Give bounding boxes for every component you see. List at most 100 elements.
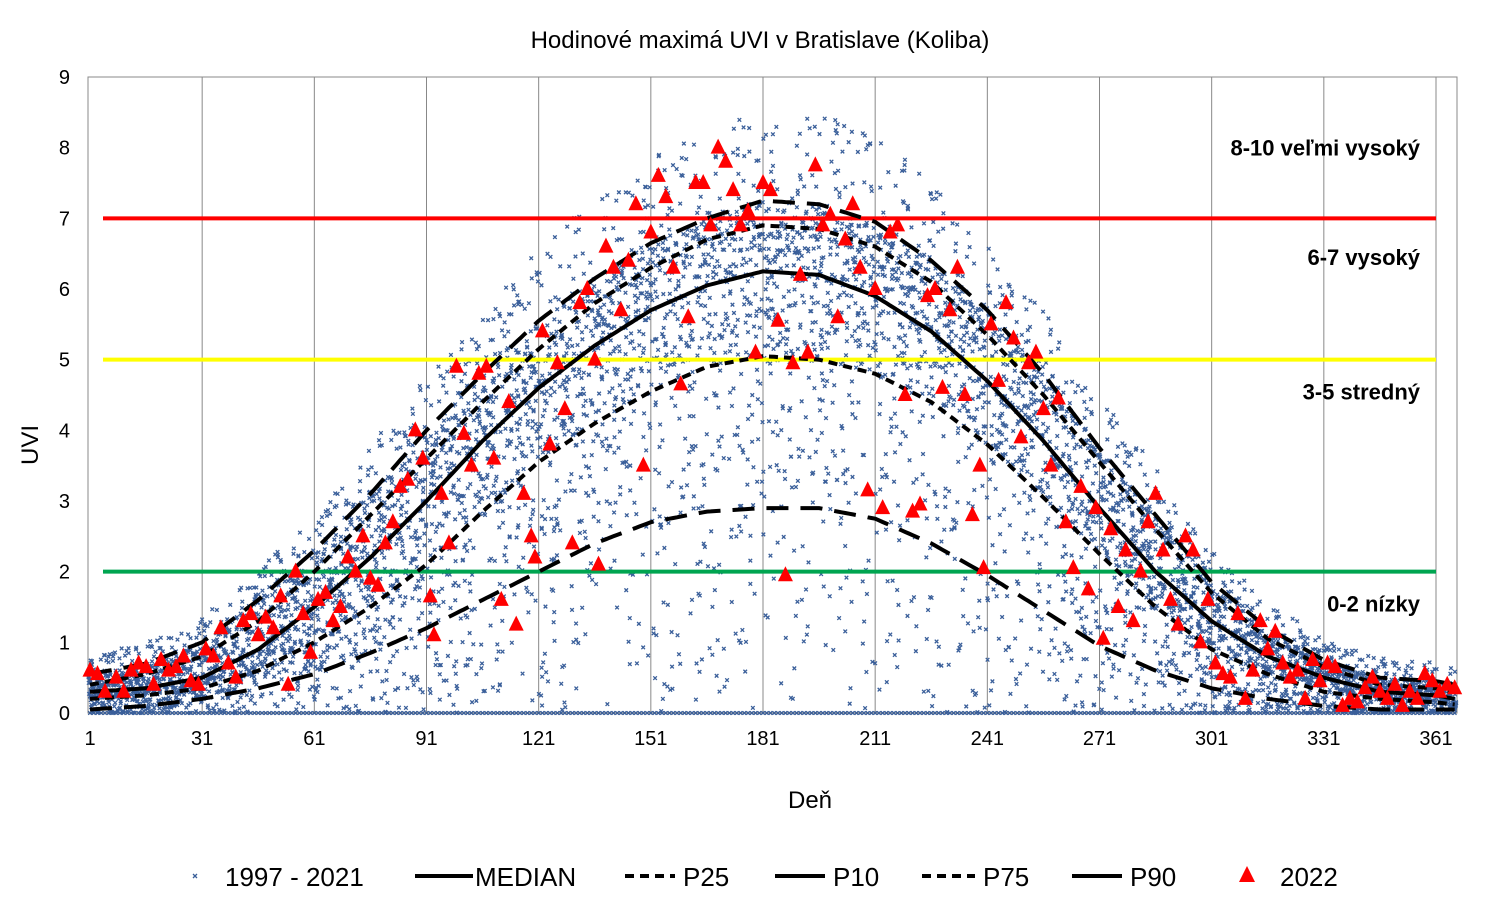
- data-point-1997-2021: [180, 632, 184, 636]
- data-point-1997-2021: [390, 481, 394, 485]
- data-point-1997-2021: [671, 163, 675, 167]
- data-point-1997-2021: [270, 573, 274, 577]
- data-point-1997-2021: [329, 500, 333, 504]
- data-point-1997-2021: [594, 582, 598, 586]
- data-point-1997-2021: [495, 658, 499, 662]
- data-point-1997-2021: [468, 631, 472, 635]
- data-point-1997-2021: [602, 303, 606, 307]
- data-point-1997-2021: [602, 227, 606, 231]
- data-point-1997-2021: [215, 608, 219, 612]
- data-point-1997-2021: [568, 338, 572, 342]
- data-point-1997-2021: [641, 646, 645, 650]
- data-point-1997-2021: [512, 304, 516, 308]
- data-point-1997-2021: [720, 322, 724, 326]
- data-point-1997-2021: [809, 235, 813, 239]
- data-point-1997-2021: [795, 205, 799, 209]
- data-point-1997-2021: [746, 458, 750, 462]
- data-point-1997-2021: [967, 501, 971, 505]
- data-point-1997-2021: [717, 439, 721, 443]
- data-point-1997-2021: [1003, 550, 1007, 554]
- data-point-1997-2021: [771, 132, 775, 136]
- data-point-1997-2021: [725, 678, 729, 682]
- data-point-1997-2021: [534, 599, 538, 603]
- data-point-1997-2021: [727, 457, 731, 461]
- data-point-1997-2021: [1037, 650, 1041, 654]
- data-point-1997-2021: [1039, 380, 1043, 384]
- data-point-1997-2021: [494, 396, 498, 400]
- data-point-1997-2021: [862, 326, 866, 330]
- data-point-1997-2021: [687, 450, 691, 454]
- data-point-1997-2021: [800, 254, 804, 258]
- data-point-1997-2021: [621, 390, 625, 394]
- data-point-1997-2021: [909, 364, 913, 368]
- data-point-1997-2021: [550, 517, 554, 521]
- data-point-1997-2021: [902, 302, 906, 306]
- data-point-1997-2021: [466, 486, 470, 490]
- data-point-1997-2021: [714, 172, 718, 176]
- data-point-1997-2021: [959, 338, 963, 342]
- data-point-1997-2021: [453, 598, 457, 602]
- data-point-1997-2021: [965, 255, 969, 259]
- data-point-1997-2021: [769, 554, 773, 558]
- data-point-1997-2021: [382, 556, 386, 560]
- data-point-1997-2021: [592, 515, 596, 519]
- data-point-1997-2021: [478, 422, 482, 426]
- data-point-1997-2021: [990, 424, 994, 428]
- data-point-1997-2021: [1055, 418, 1059, 422]
- data-point-1997-2021: [903, 163, 907, 167]
- data-point-1997-2021: [631, 194, 635, 198]
- data-point-1997-2021: [828, 238, 832, 242]
- data-point-1997-2021: [938, 365, 942, 369]
- data-point-1997-2021: [953, 557, 957, 561]
- data-point-1997-2021: [212, 639, 216, 643]
- data-point-1997-2021: [207, 667, 211, 671]
- data-point-1997-2021: [744, 321, 748, 325]
- data-point-1997-2021: [850, 294, 854, 298]
- data-point-1997-2021: [728, 243, 732, 247]
- data-point-1997-2021: [670, 630, 674, 634]
- data-point-1997-2021: [638, 258, 642, 262]
- data-point-1997-2021: [698, 346, 702, 350]
- data-point-1997-2021: [930, 376, 934, 380]
- data-point-1997-2021: [781, 309, 785, 313]
- data-point-1997-2021: [819, 342, 823, 346]
- data-point-1997-2021: [885, 680, 889, 684]
- data-point-1997-2021: [750, 246, 754, 250]
- data-point-1997-2021: [971, 350, 975, 354]
- data-point-1997-2021: [334, 533, 338, 537]
- data-point-1997-2021: [921, 414, 925, 418]
- data-point-1997-2021: [489, 624, 493, 628]
- data-point-1997-2021: [1048, 678, 1052, 682]
- data-point-1997-2021: [1001, 362, 1005, 366]
- data-point-1997-2021: [717, 227, 721, 231]
- data-point-1997-2021: [682, 275, 686, 279]
- data-point-1997-2021: [240, 600, 244, 604]
- data-point-1997-2021: [934, 318, 938, 322]
- data-point-1997-2021: [662, 326, 666, 330]
- data-point-1997-2021: [850, 246, 854, 250]
- data-point-1997-2021: [769, 372, 773, 376]
- data-point-1997-2021: [512, 288, 516, 292]
- data-point-1997-2021: [506, 439, 510, 443]
- data-point-1997-2021: [1026, 512, 1030, 516]
- data-point-1997-2021: [915, 477, 919, 481]
- data-point-1997-2021: [358, 479, 362, 483]
- data-point-1997-2021: [440, 424, 444, 428]
- data-point-1997-2021: [942, 434, 946, 438]
- data-point-1997-2021: [294, 708, 298, 712]
- data-point-1997-2021: [479, 643, 483, 647]
- data-point-1997-2021: [752, 184, 756, 188]
- data-point-1997-2021: [491, 400, 495, 404]
- data-point-1997-2021: [1032, 509, 1036, 513]
- data-point-1997-2021: [803, 246, 807, 250]
- data-point-1997-2021: [906, 614, 910, 618]
- data-point-1997-2021: [718, 690, 722, 694]
- data-point-1997-2021: [444, 451, 448, 455]
- data-point-1997-2021: [680, 156, 684, 160]
- data-point-1997-2021: [1011, 429, 1015, 433]
- data-point-1997-2021: [735, 334, 739, 338]
- data-point-1997-2021: [546, 324, 550, 328]
- data-point-1997-2021: [609, 524, 613, 528]
- data-point-1997-2021: [938, 315, 942, 319]
- data-point-1997-2021: [767, 419, 771, 423]
